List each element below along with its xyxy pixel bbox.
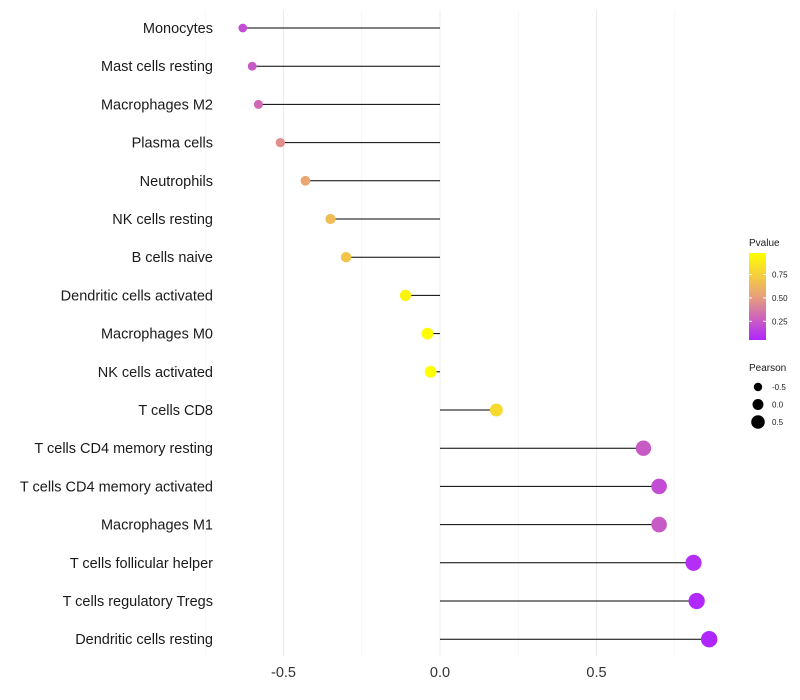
size-legend-label: 0.5: [772, 418, 784, 427]
colorbar-tick-label: 0.75: [772, 271, 788, 280]
category-label: Dendritic cells activated: [61, 288, 213, 304]
category-label: Macrophages M0: [101, 327, 213, 343]
size-legend-key: [751, 415, 765, 429]
category-label: Monocytes: [143, 21, 213, 37]
grid-lines: [204, 10, 676, 656]
category-label: Plasma cells: [132, 136, 213, 152]
size-legend-label: 0.0: [772, 401, 784, 410]
category-label: Macrophages M1: [101, 518, 213, 534]
category-labels: Monocytes Mast cells resting Macrophages M…: [20, 21, 213, 648]
data-point: [247, 61, 257, 71]
data-point: [300, 175, 311, 186]
pearson-size-legend: -0.5 0.0 0.5: [751, 382, 786, 429]
category-label: B cells naive: [132, 250, 213, 266]
category-label: T cells follicular helper: [70, 556, 213, 572]
category-label: Macrophages M2: [101, 97, 213, 113]
pvalue-colorbar-ticks: 0.25 0.50 0.75: [749, 271, 788, 326]
pvalue-legend-title: Pvalue: [749, 238, 780, 249]
data-point: [700, 630, 718, 648]
category-label: Neutrophils: [140, 174, 213, 190]
data-point: [340, 251, 352, 263]
x-tick-label: 0.5: [586, 665, 606, 681]
data-point: [424, 365, 437, 378]
data-point: [635, 440, 652, 456]
colorbar-tick-label: 0.25: [772, 317, 788, 326]
legend: Pvalue 0.25 0.50 0.75 Pearson -0.5 0.0 0.5: [749, 238, 788, 429]
x-tick-label: 0.0: [430, 665, 450, 681]
category-label: Mast cells resting: [101, 59, 213, 75]
data-point: [651, 516, 667, 533]
x-tick-labels: -0.5 0.0 0.5: [271, 665, 607, 681]
category-label: T cells regulatory Tregs: [63, 594, 213, 610]
data-point: [399, 289, 412, 302]
category-label: T cells CD4 memory activated: [20, 479, 213, 495]
category-label: T cells CD8: [138, 403, 213, 419]
pearson-legend-title: Pearson: [749, 363, 786, 374]
x-tick-label: -0.5: [271, 665, 296, 681]
category-label: NK cells resting: [112, 212, 213, 228]
category-label: T cells CD4 memory resting: [34, 441, 213, 457]
data-point: [421, 327, 434, 340]
size-legend-key: [752, 399, 764, 410]
data-point: [685, 554, 702, 571]
data-point: [489, 403, 503, 417]
category-label: NK cells activated: [98, 365, 213, 381]
colorbar-tick-label: 0.50: [772, 294, 788, 303]
data-point: [325, 213, 336, 225]
size-legend-label: -0.5: [772, 383, 786, 392]
data-point: [253, 99, 263, 109]
pvalue-colorbar: [749, 253, 766, 340]
data-point: [688, 592, 705, 610]
data-point: [238, 23, 248, 33]
lollipop-stems: [242, 27, 710, 640]
size-legend-key: [753, 382, 763, 392]
category-label: Dendritic cells resting: [75, 632, 213, 648]
lollipop-points: [238, 23, 718, 648]
data-point: [275, 137, 286, 148]
data-point: [651, 478, 667, 495]
